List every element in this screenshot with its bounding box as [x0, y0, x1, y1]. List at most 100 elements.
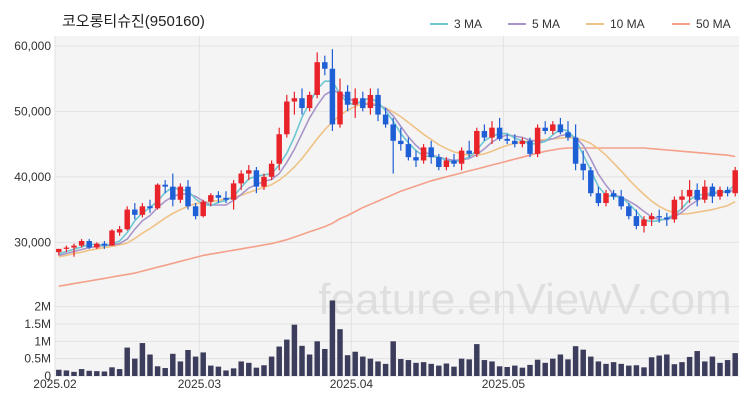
- legend-item: 50 MA: [672, 17, 731, 31]
- volume-bar: [610, 362, 617, 376]
- candle: [360, 91, 366, 112]
- candlesticks: [56, 49, 738, 257]
- candle: [648, 212, 655, 226]
- price-tick-label: 30,000: [14, 235, 51, 249]
- legend-item: 5 MA: [508, 17, 560, 31]
- candle-body: [322, 62, 328, 69]
- volume-bar: [367, 358, 374, 376]
- candle-body: [344, 91, 351, 105]
- volume-bar: [413, 362, 419, 376]
- candle: [656, 209, 662, 223]
- candle: [572, 124, 579, 171]
- candle-body: [664, 217, 670, 220]
- volume-bar: [154, 366, 161, 376]
- candle: [344, 85, 351, 112]
- candle-body: [443, 160, 450, 167]
- candle-body: [580, 163, 586, 171]
- candle: [664, 212, 670, 226]
- candle-body: [170, 186, 176, 200]
- candle-body: [154, 184, 161, 209]
- volume-bar: [709, 356, 716, 376]
- legend-label: 5 MA: [532, 17, 560, 31]
- volume-panel-background: [55, 298, 739, 376]
- volume-bar: [398, 359, 404, 376]
- candle: [413, 150, 419, 167]
- candle: [694, 183, 700, 207]
- candle-body: [78, 241, 85, 246]
- volume-bar: [664, 354, 670, 376]
- candle-body: [390, 124, 396, 141]
- candle-body: [451, 160, 457, 164]
- candle: [610, 189, 617, 200]
- volume-bar: [299, 345, 305, 376]
- volume-bar: [208, 365, 214, 376]
- volume-axis-labels: 0 0.5M 1M 1.5M 2M: [24, 300, 51, 383]
- volume-bar: [595, 361, 602, 376]
- volume-tick-label: 1.5M: [24, 317, 51, 331]
- candle-body: [253, 170, 260, 187]
- candle: [314, 52, 320, 99]
- volume-bar: [405, 360, 412, 376]
- price-tick-label: 60,000: [14, 39, 51, 53]
- volume-bar: [63, 370, 70, 376]
- volume-bar: [71, 371, 77, 376]
- price-axis-labels: 30,000 40,000 50,000 60,000: [14, 39, 51, 249]
- candle: [200, 199, 206, 218]
- volume-bar: [686, 356, 693, 376]
- candle: [147, 199, 153, 213]
- price-tick-label: 40,000: [14, 170, 51, 184]
- candle-body: [276, 134, 282, 164]
- candle-body: [527, 140, 533, 154]
- volume-bar: [230, 368, 237, 376]
- volume-bar: [56, 369, 62, 376]
- candle: [375, 88, 381, 122]
- volume-bar: [147, 354, 153, 376]
- candle: [306, 91, 313, 112]
- candle-body: [124, 209, 130, 230]
- volume-bar: [139, 343, 146, 376]
- candle: [671, 196, 678, 223]
- candle: [702, 180, 708, 204]
- candle: [496, 117, 503, 141]
- volume-bar: [443, 363, 450, 376]
- candle: [542, 121, 548, 135]
- volume-bar: [656, 355, 662, 376]
- candle: [717, 186, 723, 200]
- candle-body: [550, 124, 556, 131]
- candle-body: [717, 189, 723, 197]
- candle-body: [162, 184, 168, 187]
- volume-bar: [671, 364, 678, 376]
- volume-bar: [314, 341, 320, 376]
- candle: [154, 183, 161, 210]
- candle-body: [71, 245, 77, 248]
- candle-body: [671, 199, 678, 220]
- candle: [641, 216, 647, 233]
- candle-body: [314, 62, 320, 95]
- volume-bar: [504, 366, 510, 376]
- date-tick-label: 2025.04: [330, 377, 374, 391]
- candle-body: [512, 140, 518, 145]
- candle-body: [291, 98, 298, 102]
- date-tick-label: 2025.05: [482, 377, 526, 391]
- candle-body: [413, 157, 419, 161]
- candle-body: [504, 138, 510, 141]
- candle: [291, 91, 298, 115]
- candle: [709, 183, 716, 204]
- volume-bar: [78, 369, 85, 376]
- volume-bar: [717, 362, 723, 376]
- candle-body: [306, 94, 313, 109]
- ma10-line: [58, 101, 736, 258]
- volume-bar: [276, 346, 282, 376]
- candle: [481, 124, 488, 141]
- candle-body: [299, 98, 305, 109]
- candle-body: [557, 124, 564, 133]
- volume-bar: [458, 358, 465, 376]
- volume-bar: [481, 360, 488, 376]
- volume-bar: [261, 365, 267, 376]
- candle-body: [709, 186, 716, 197]
- candle-body: [618, 196, 624, 207]
- volume-bar: [382, 363, 389, 376]
- candle-body: [588, 170, 594, 194]
- volume-bar: [557, 354, 564, 376]
- volume-bar: [451, 366, 457, 376]
